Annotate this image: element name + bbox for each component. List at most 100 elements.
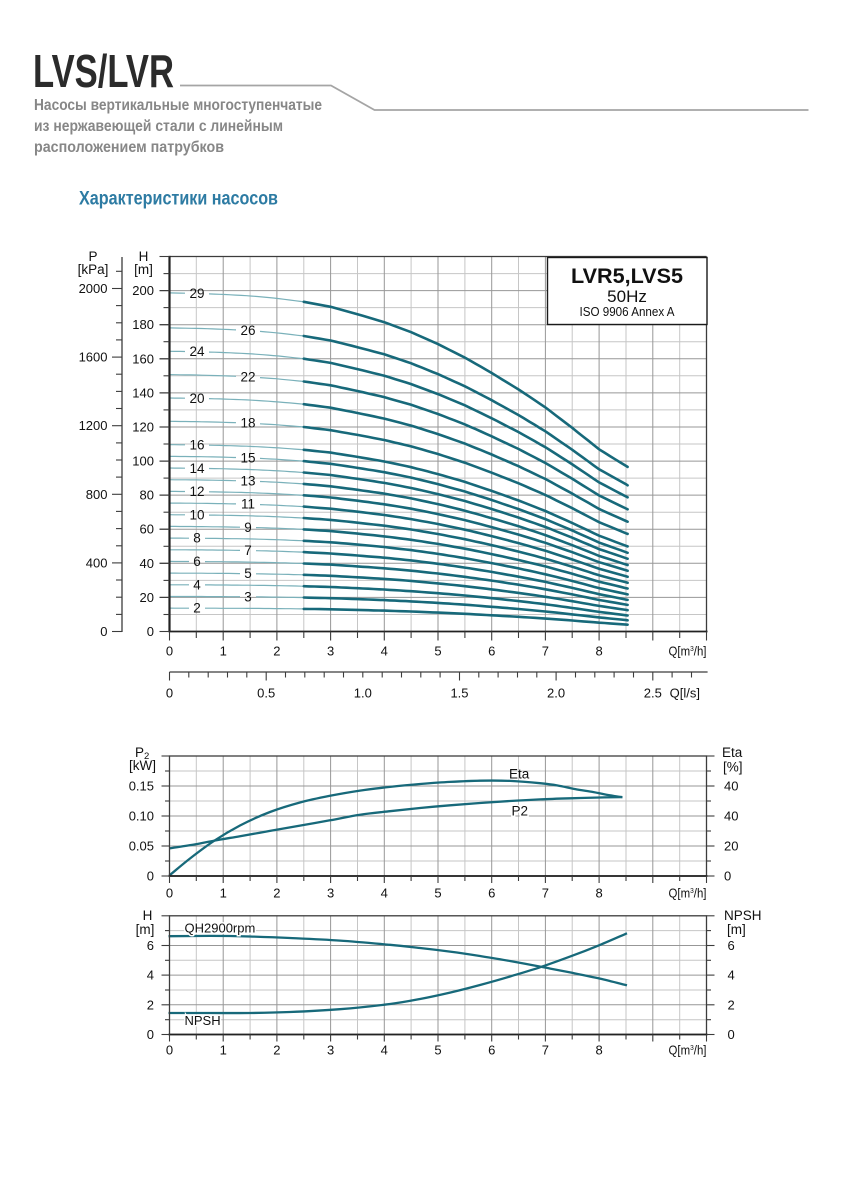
svg-text:0.5: 0.5 [257, 686, 275, 701]
svg-text:2.0: 2.0 [547, 686, 565, 701]
svg-text:140: 140 [132, 385, 154, 400]
svg-text:5: 5 [434, 1043, 441, 1058]
svg-text:0: 0 [166, 644, 173, 659]
svg-text:5: 5 [434, 644, 441, 659]
svg-text:8: 8 [595, 644, 602, 659]
svg-text:20: 20 [140, 590, 154, 605]
svg-text:7: 7 [542, 886, 549, 901]
svg-text:3: 3 [327, 1043, 334, 1058]
svg-text:29: 29 [189, 286, 204, 301]
svg-text:0: 0 [166, 1043, 173, 1058]
svg-text:LVR5,LVS5: LVR5,LVS5 [571, 264, 683, 288]
svg-text:0: 0 [100, 624, 107, 639]
svg-text:0: 0 [166, 886, 173, 901]
svg-text:24: 24 [189, 344, 205, 359]
svg-text:[m]: [m] [727, 922, 746, 937]
svg-text:1.5: 1.5 [450, 686, 468, 701]
svg-text:80: 80 [140, 488, 154, 503]
svg-text:5: 5 [244, 566, 252, 581]
svg-text:ISO 9906 Annex A: ISO 9906 Annex A [580, 304, 675, 319]
svg-text:[m]: [m] [136, 922, 155, 937]
svg-text:LVS/LVR: LVS/LVR [33, 45, 174, 97]
svg-text:3: 3 [327, 644, 334, 659]
svg-text:11: 11 [241, 497, 255, 512]
svg-text:15: 15 [240, 450, 255, 465]
svg-text:3: 3 [244, 589, 252, 604]
svg-text:0: 0 [147, 1027, 154, 1042]
svg-text:8: 8 [595, 886, 602, 901]
svg-text:0: 0 [147, 624, 154, 639]
svg-text:H: H [143, 908, 153, 923]
svg-text:2000: 2000 [79, 281, 108, 296]
svg-text:120: 120 [132, 420, 154, 435]
svg-text:2.5: 2.5 [644, 686, 662, 701]
svg-text:40: 40 [724, 809, 738, 824]
svg-text:1600: 1600 [79, 350, 108, 365]
svg-text:18: 18 [240, 416, 255, 431]
svg-text:6: 6 [488, 886, 495, 901]
svg-text:2: 2 [728, 997, 735, 1012]
svg-text:Q[l/s]: Q[l/s] [670, 686, 700, 701]
svg-text:6: 6 [488, 1043, 495, 1058]
svg-text:26: 26 [240, 323, 255, 338]
svg-text:50Hz: 50Hz [607, 287, 647, 306]
svg-text:13: 13 [240, 474, 255, 489]
svg-text:200: 200 [132, 283, 154, 298]
svg-text:Характеристики насосов: Характеристики насосов [79, 189, 278, 210]
svg-text:400: 400 [86, 555, 108, 570]
svg-text:4: 4 [728, 968, 735, 983]
svg-text:2: 2 [273, 886, 280, 901]
svg-text:Eta: Eta [509, 767, 530, 782]
svg-text:NPSH: NPSH [724, 908, 762, 923]
svg-text:2: 2 [273, 644, 280, 659]
svg-text:6: 6 [488, 644, 495, 659]
svg-text:1: 1 [220, 886, 227, 901]
svg-text:Q[m3/h]: Q[m3/h] [669, 644, 707, 659]
svg-text:6: 6 [147, 938, 154, 953]
svg-text:180: 180 [132, 317, 154, 332]
svg-text:6: 6 [193, 554, 201, 569]
svg-text:5: 5 [434, 886, 441, 901]
svg-text:1: 1 [220, 644, 227, 659]
svg-text:9: 9 [244, 520, 252, 535]
svg-text:1.0: 1.0 [354, 686, 372, 701]
svg-text:Q[m3/h]: Q[m3/h] [669, 1043, 707, 1058]
svg-text:4: 4 [381, 1043, 388, 1058]
svg-text:12: 12 [189, 484, 204, 499]
svg-text:[m]: [m] [134, 262, 153, 277]
svg-text:H: H [139, 249, 149, 264]
svg-text:4: 4 [381, 644, 388, 659]
svg-text:1200: 1200 [79, 418, 108, 433]
svg-text:4: 4 [381, 886, 388, 901]
svg-text:20: 20 [189, 391, 204, 406]
svg-text:[kW]: [kW] [129, 758, 156, 773]
svg-text:160: 160 [132, 351, 154, 366]
svg-text:Eta: Eta [722, 745, 743, 760]
svg-text:60: 60 [140, 522, 154, 537]
svg-text:0: 0 [728, 1027, 735, 1042]
svg-text:NPSH: NPSH [185, 1013, 221, 1028]
svg-text:2: 2 [147, 997, 154, 1012]
svg-text:P: P [88, 249, 97, 264]
svg-text:14: 14 [189, 461, 205, 476]
svg-text:40: 40 [724, 779, 738, 794]
svg-text:0: 0 [147, 869, 154, 884]
svg-text:800: 800 [86, 487, 108, 502]
svg-text:40: 40 [140, 556, 154, 571]
svg-text:6: 6 [728, 938, 735, 953]
svg-text:10: 10 [189, 507, 204, 522]
svg-text:100: 100 [132, 454, 154, 469]
svg-text:4: 4 [147, 968, 154, 983]
svg-text:расположением патрубков: расположением патрубков [34, 139, 224, 156]
svg-text:8: 8 [595, 1043, 602, 1058]
svg-text:Q[m3/h]: Q[m3/h] [669, 886, 707, 901]
svg-text:0.05: 0.05 [129, 839, 154, 854]
svg-text:4: 4 [193, 577, 201, 592]
svg-text:7: 7 [542, 644, 549, 659]
svg-text:3: 3 [327, 886, 334, 901]
svg-text:2: 2 [273, 1043, 280, 1058]
svg-text:0: 0 [166, 686, 173, 701]
svg-text:20: 20 [724, 839, 738, 854]
svg-text:0.10: 0.10 [129, 809, 154, 824]
svg-text:16: 16 [189, 438, 204, 453]
